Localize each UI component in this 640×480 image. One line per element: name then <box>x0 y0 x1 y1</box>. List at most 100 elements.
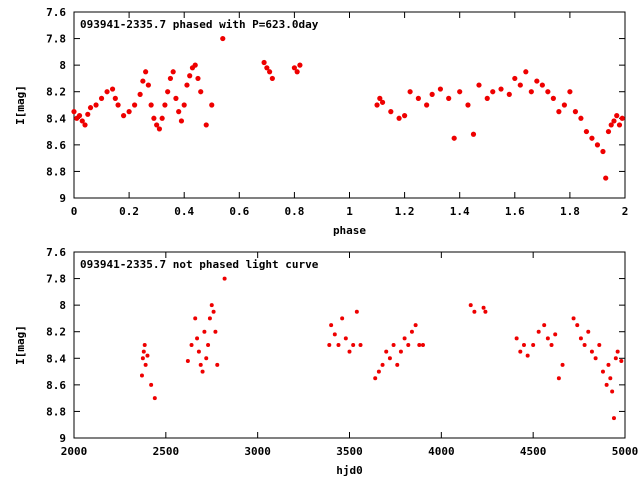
data-point <box>162 102 168 108</box>
data-point <box>139 373 144 378</box>
data-point <box>185 358 190 363</box>
y-tick-label: 8 <box>59 299 66 312</box>
data-point <box>377 95 383 101</box>
data-point <box>583 128 590 135</box>
x-tick-label: 4000 <box>428 445 455 458</box>
data-point <box>550 95 556 101</box>
data-point <box>195 75 201 82</box>
data-point <box>512 75 518 82</box>
data-point <box>79 118 85 124</box>
data-point <box>207 316 212 321</box>
data-point <box>578 336 583 341</box>
y-tick-label: 8.8 <box>46 165 66 178</box>
data-point <box>204 356 209 361</box>
x-axis-label-top: phase <box>333 224 366 237</box>
data-point <box>170 69 176 75</box>
data-point <box>575 323 580 328</box>
data-point <box>358 343 363 347</box>
data-point <box>517 82 523 88</box>
data-point <box>388 109 394 115</box>
data-point <box>429 91 435 97</box>
y-axis-label-bottom: I[mag] <box>14 325 27 365</box>
data-point <box>82 122 88 128</box>
y-tick-label: 8.8 <box>46 405 66 418</box>
data-point <box>384 349 389 354</box>
data-point <box>184 82 190 88</box>
data-point <box>556 109 562 115</box>
data-point <box>589 135 595 141</box>
data-point <box>85 111 91 117</box>
data-point <box>476 82 482 88</box>
y-tick-label: 8.6 <box>46 139 66 152</box>
data-point <box>396 115 402 121</box>
y-tick-label: 8.4 <box>46 352 66 365</box>
data-point <box>586 329 591 334</box>
data-point <box>578 115 584 121</box>
data-point <box>380 362 385 367</box>
data-point <box>351 343 356 347</box>
x-tick-label: 0.6 <box>229 205 249 218</box>
y-tick-label: 8.6 <box>46 379 66 392</box>
data-point <box>483 309 488 314</box>
y-tick-label: 7.8 <box>46 33 66 46</box>
data-point <box>465 102 471 108</box>
data-point <box>132 102 138 108</box>
data-point <box>220 35 226 42</box>
data-point <box>187 73 193 79</box>
data-point <box>545 89 551 95</box>
data-point <box>604 382 609 387</box>
data-point <box>417 343 422 347</box>
data-point <box>597 343 602 347</box>
data-point <box>415 95 421 101</box>
data-point <box>76 113 83 119</box>
data-point <box>571 316 576 321</box>
data-point <box>291 65 297 71</box>
data-point <box>209 102 215 108</box>
data-point <box>589 349 594 354</box>
data-point <box>582 343 587 347</box>
data-point <box>181 102 187 108</box>
data-point <box>142 343 147 347</box>
data-point <box>115 102 121 108</box>
data-point <box>109 86 116 92</box>
data-point <box>518 349 523 354</box>
data-point <box>178 118 185 124</box>
y-tick-label: 8.2 <box>46 326 66 339</box>
data-point <box>93 102 99 108</box>
data-point <box>481 305 486 310</box>
data-point <box>156 126 163 132</box>
data-point <box>336 343 341 347</box>
x-tick-label: 2 <box>622 205 629 218</box>
data-point <box>387 356 392 361</box>
data-point <box>211 309 216 314</box>
data-point <box>560 362 565 367</box>
data-point <box>472 309 477 314</box>
y-tick-label: 8.2 <box>46 86 66 99</box>
data-point <box>340 316 345 321</box>
data-point <box>402 336 407 341</box>
data-point <box>514 336 519 341</box>
data-point <box>506 91 512 97</box>
data-point <box>608 122 614 128</box>
data-point <box>148 102 154 108</box>
data-point <box>600 369 605 374</box>
x-tick-label: 0.2 <box>119 205 139 218</box>
data-point <box>209 303 214 308</box>
data-point <box>600 148 606 155</box>
plot-frame <box>73 11 626 199</box>
data-point <box>542 323 547 328</box>
data-point <box>267 69 273 75</box>
data-point <box>374 102 380 108</box>
chart-title: 093941-2335.7 phased with P=623.0day <box>80 18 319 31</box>
data-point <box>269 75 275 82</box>
data-point <box>608 376 613 381</box>
data-point <box>470 131 477 137</box>
y-tick-label: 9 <box>59 192 66 205</box>
x-tick-label: 0.8 <box>284 205 304 218</box>
data-point <box>413 323 418 328</box>
data-point <box>193 316 198 321</box>
data-point <box>605 128 612 135</box>
data-point <box>376 369 381 374</box>
x-tick-label: 4500 <box>520 445 547 458</box>
